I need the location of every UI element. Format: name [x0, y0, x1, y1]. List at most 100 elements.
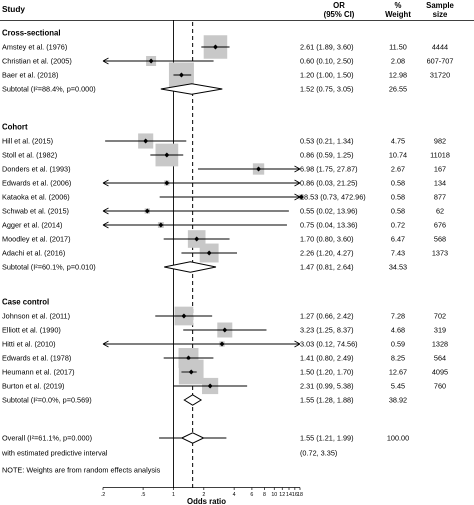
- group-title: Cross-sectional: [2, 29, 61, 38]
- study-sample-size: 1328: [432, 340, 448, 349]
- x-tick-label: 1: [172, 492, 175, 498]
- study-sample-size: 4095: [432, 368, 448, 377]
- overall-ci: 1.55 (1.21, 1.99): [300, 434, 354, 443]
- study-sample-size: 702: [434, 312, 446, 321]
- header-or: OR: [333, 1, 345, 10]
- x-tick-label: 10: [271, 492, 277, 498]
- x-tick-label: 14: [286, 492, 292, 498]
- study-weight: 12.98: [389, 71, 407, 80]
- study-ci: 1.50 (1.20, 1.70): [300, 368, 354, 377]
- study-sample-size: 760: [434, 382, 446, 391]
- study-ci: 1.27 (0.66, 2.42): [300, 312, 354, 321]
- point-estimate: [178, 72, 184, 78]
- x-tick-label: .2: [101, 492, 105, 498]
- subtotal-label: Subtotal (I²=88.4%, p=0.000): [2, 85, 96, 94]
- study-label: Hill et al. (2015): [2, 137, 53, 146]
- note-text: NOTE: Weights are from random effects an…: [2, 466, 161, 475]
- study-weight: 2.67: [391, 165, 405, 174]
- study-sample-size: 877: [434, 193, 446, 202]
- subtotal-weight: 38.92: [389, 396, 407, 405]
- study-sample-size: 31720: [430, 71, 450, 80]
- study-label: Stoll et al. (1982): [2, 151, 57, 160]
- study-weight: 12.67: [389, 368, 407, 377]
- study-ci: 1.20 (1.00, 1.50): [300, 71, 354, 80]
- point-estimate: [148, 58, 154, 64]
- study-ci: 1.70 (0.80, 3.60): [300, 235, 354, 244]
- subtotal-label: Subtotal (I²=60.1%, p=0.010): [2, 263, 96, 272]
- study-ci: 0.86 (0.03, 21.25): [300, 179, 358, 188]
- ci-arrow-left: [102, 207, 109, 215]
- study-label: Baer et al. (2018): [2, 71, 58, 80]
- x-tick-label: 2: [202, 492, 205, 498]
- study-weight: 6.47: [391, 235, 405, 244]
- ci-arrow-right: [294, 193, 301, 201]
- study-ci: 0.53 (0.21, 1.34): [300, 137, 354, 146]
- study-weight: 0.58: [391, 179, 405, 188]
- study-label: Adachi et al. (2016): [2, 249, 65, 258]
- subtotal-ci: 1.55 (1.28, 1.88): [300, 396, 354, 405]
- point-estimate: [222, 327, 228, 333]
- subtotal-weight: 34.53: [389, 263, 407, 272]
- overall-diamond: [180, 432, 205, 444]
- ci-arrow-right: [294, 179, 301, 187]
- header-ci: (95% CI): [324, 10, 355, 19]
- study-weight: 4.75: [391, 137, 405, 146]
- point-estimate: [186, 355, 192, 361]
- ci-arrow-left: [102, 221, 109, 229]
- study-ci: 2.26 (1.20, 4.27): [300, 249, 354, 258]
- study-ci: 0.55 (0.02, 13.96): [300, 207, 358, 216]
- subtotal-diamond: [164, 261, 217, 273]
- x-tick-label: .5: [141, 492, 145, 498]
- study-sample-size: 1373: [432, 249, 448, 258]
- study-label: Hitti et al. (2010): [2, 340, 56, 349]
- study-weight: 0.58: [391, 193, 405, 202]
- study-label: Edwards et al. (1978): [2, 354, 71, 363]
- study-weight: 0.58: [391, 207, 405, 216]
- point-estimate: [212, 44, 218, 50]
- x-axis-title: Odds ratio: [187, 497, 226, 505]
- point-estimate: [181, 313, 187, 319]
- x-tick-label: 12: [279, 492, 285, 498]
- subtotal-label: Subtotal (I²=0.0%, p=0.569): [2, 396, 92, 405]
- x-tick-label: 6: [250, 492, 253, 498]
- study-ci: 18.53 (0.73, 472.96): [300, 193, 366, 202]
- study-label: Donders et al. (1993): [2, 165, 71, 174]
- x-tick-label: 16: [292, 492, 298, 498]
- ci-arrow-right: [294, 340, 301, 348]
- study-sample-size: 134: [434, 179, 446, 188]
- study-ci: 0.86 (0.59, 1.25): [300, 151, 354, 160]
- study-weight: 7.43: [391, 249, 405, 258]
- study-sample-size: 564: [434, 354, 446, 363]
- study-weight: 10.74: [389, 151, 407, 160]
- study-label: Elliott et al. (1990): [2, 326, 61, 335]
- point-estimate: [219, 341, 225, 347]
- study-label: Amstey et al. (1976): [2, 43, 67, 52]
- predictive-label: with estimated predictive interval: [1, 449, 108, 458]
- study-weight: 2.08: [391, 57, 405, 66]
- point-estimate: [256, 166, 262, 172]
- subtotal-diamond: [160, 83, 223, 95]
- group-title: Case control: [2, 298, 49, 307]
- study-label: Schwab et al. (2015): [2, 207, 69, 216]
- point-estimate: [144, 208, 150, 214]
- predictive-ci: (0.72, 3.35): [300, 449, 337, 458]
- study-weight: 4.68: [391, 326, 405, 335]
- x-tick-label: 4: [233, 492, 236, 498]
- study-weight: 7.28: [391, 312, 405, 321]
- point-estimate: [164, 180, 170, 186]
- point-estimate: [188, 369, 194, 375]
- header-sample: Sample: [426, 1, 454, 10]
- study-ci: 1.41 (0.80, 2.49): [300, 354, 354, 363]
- point-estimate: [207, 383, 213, 389]
- study-label: Moodley et al. (2017): [2, 235, 71, 244]
- header-weight: Weight: [385, 10, 411, 19]
- study-ci: 3.03 (0.12, 74.56): [300, 340, 358, 349]
- point-estimate: [158, 222, 164, 228]
- study-ci: 2.31 (0.99, 5.38): [300, 382, 354, 391]
- study-label: Agger et al. (2014): [2, 221, 62, 230]
- study-label: Christian et al. (2005): [2, 57, 72, 66]
- study-weight: 0.72: [391, 221, 405, 230]
- study-weight: 11.50: [389, 43, 407, 52]
- study-sample-size: 11018: [430, 151, 450, 160]
